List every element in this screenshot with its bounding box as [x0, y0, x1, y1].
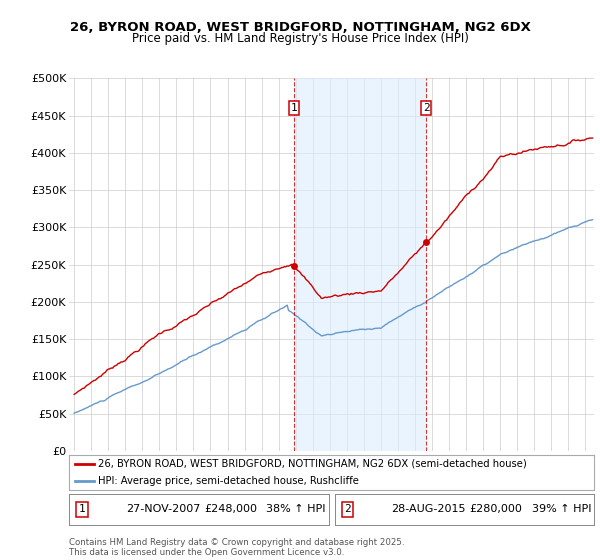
- Text: 2: 2: [423, 103, 430, 113]
- Text: 2: 2: [344, 505, 351, 514]
- Text: £280,000: £280,000: [469, 505, 523, 514]
- Text: 1: 1: [79, 505, 85, 514]
- Text: 28-AUG-2015: 28-AUG-2015: [392, 505, 466, 514]
- Text: Contains HM Land Registry data © Crown copyright and database right 2025.
This d: Contains HM Land Registry data © Crown c…: [69, 538, 404, 557]
- Text: Price paid vs. HM Land Registry's House Price Index (HPI): Price paid vs. HM Land Registry's House …: [131, 32, 469, 45]
- Text: 38% ↑ HPI: 38% ↑ HPI: [266, 505, 326, 514]
- Text: £248,000: £248,000: [204, 505, 257, 514]
- Text: 27-NOV-2007: 27-NOV-2007: [126, 505, 200, 514]
- Text: 26, BYRON ROAD, WEST BRIDGFORD, NOTTINGHAM, NG2 6DX (semi-detached house): 26, BYRON ROAD, WEST BRIDGFORD, NOTTINGH…: [98, 459, 527, 469]
- Text: 39% ↑ HPI: 39% ↑ HPI: [532, 505, 591, 514]
- Bar: [294, 78, 426, 451]
- Text: HPI: Average price, semi-detached house, Rushcliffe: HPI: Average price, semi-detached house,…: [98, 477, 359, 486]
- Text: 1: 1: [290, 103, 298, 113]
- Text: 26, BYRON ROAD, WEST BRIDGFORD, NOTTINGHAM, NG2 6DX: 26, BYRON ROAD, WEST BRIDGFORD, NOTTINGH…: [70, 21, 530, 34]
